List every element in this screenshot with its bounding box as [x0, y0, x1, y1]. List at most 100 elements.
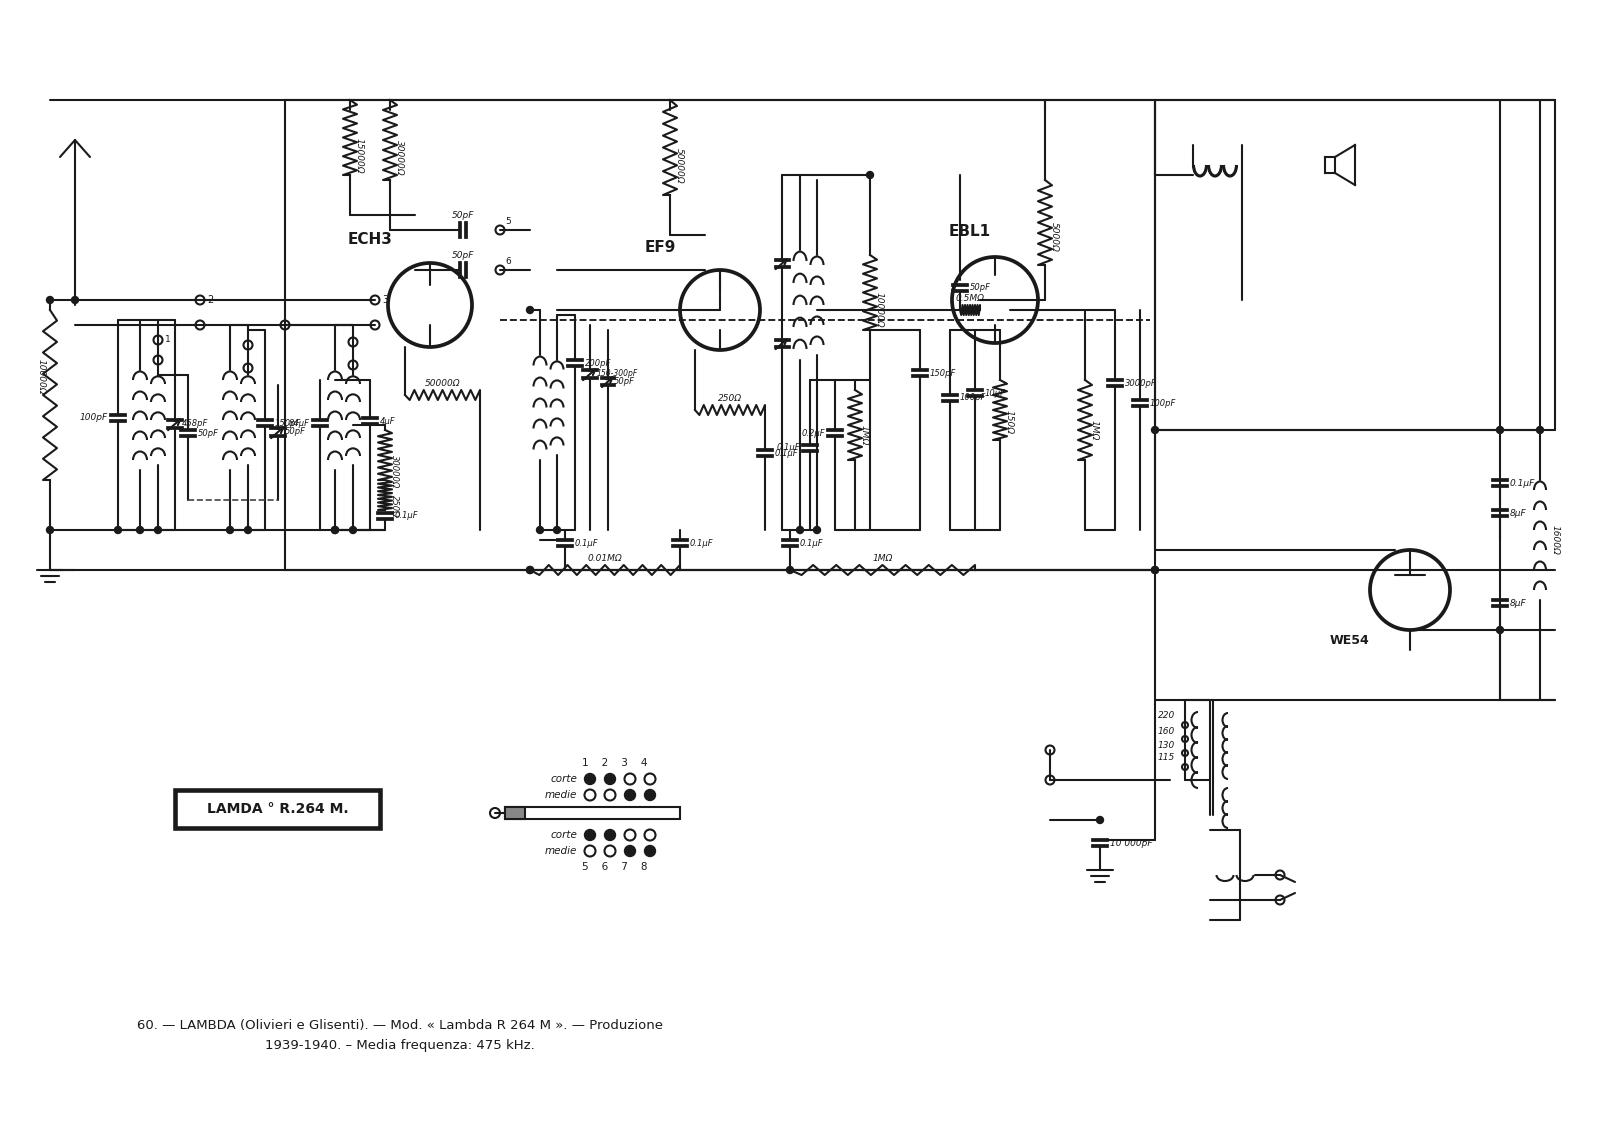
Text: 0.1µF: 0.1µF [800, 538, 824, 547]
Circle shape [136, 527, 144, 534]
Text: 1MΩ: 1MΩ [1090, 420, 1099, 440]
Circle shape [72, 296, 78, 303]
Circle shape [787, 567, 794, 573]
Bar [506, 808, 525, 819]
Text: 50pF: 50pF [285, 428, 306, 437]
Text: 50pF: 50pF [451, 211, 474, 221]
Circle shape [155, 527, 162, 534]
Text: 0.1µF: 0.1µF [1510, 478, 1536, 487]
Text: 0.2µF: 0.2µF [802, 429, 826, 438]
Text: ECH3: ECH3 [347, 233, 392, 248]
Circle shape [115, 527, 122, 534]
Text: 3: 3 [382, 295, 389, 305]
Circle shape [1152, 426, 1158, 433]
Circle shape [813, 527, 821, 534]
Text: 250Ω: 250Ω [718, 394, 742, 403]
Text: 8µF: 8µF [1510, 509, 1526, 518]
Text: 60. — LAMBDA (Olivieri e Glisenti). — Mod. « Lambda R 264 M ». — Produzione: 60. — LAMBDA (Olivieri e Glisenti). — Mo… [138, 1019, 662, 1031]
Circle shape [584, 774, 595, 785]
Bar [506, 808, 680, 819]
Text: 50000Ω: 50000Ω [424, 379, 461, 388]
Circle shape [536, 527, 544, 534]
Text: 220: 220 [1158, 710, 1174, 719]
Text: 3000pF: 3000pF [1125, 379, 1157, 388]
Text: 0.1µF: 0.1µF [690, 538, 714, 547]
Circle shape [245, 527, 251, 534]
Circle shape [1496, 426, 1504, 433]
Circle shape [1536, 426, 1544, 433]
Circle shape [46, 527, 53, 534]
Text: WE54: WE54 [1330, 633, 1370, 647]
Text: 0.5MΩ: 0.5MΩ [955, 294, 984, 303]
Text: 0.01MΩ: 0.01MΩ [587, 554, 622, 563]
Text: 10000Ω: 10000Ω [875, 293, 883, 328]
Circle shape [1096, 817, 1104, 823]
Text: 2: 2 [206, 295, 213, 305]
Text: 50pF: 50pF [614, 378, 635, 387]
Text: 50000Ω: 50000Ω [675, 147, 683, 183]
Text: 150pF: 150pF [930, 369, 957, 378]
Text: 50pF: 50pF [970, 284, 990, 293]
Text: 50pF: 50pF [451, 251, 474, 260]
Text: corte: corte [550, 774, 578, 784]
Circle shape [1152, 567, 1158, 573]
Text: 0.1µF: 0.1µF [395, 511, 419, 520]
Text: 1: 1 [165, 336, 171, 345]
Circle shape [797, 527, 803, 534]
Circle shape [584, 829, 595, 840]
Text: medie: medie [544, 846, 578, 856]
Text: 0.1µF: 0.1µF [774, 449, 798, 458]
Text: 150-300pF: 150-300pF [597, 370, 638, 379]
Text: 150Ω: 150Ω [1005, 411, 1013, 434]
Text: 0.1µF: 0.1µF [776, 443, 800, 452]
Text: 150pF: 150pF [275, 418, 301, 428]
Text: EF9: EF9 [645, 240, 675, 254]
Text: 1939-1940. – Media frequenza: 475 kHz.: 1939-1940. – Media frequenza: 475 kHz. [266, 1038, 534, 1052]
Text: 50pF: 50pF [198, 429, 219, 438]
Text: 130: 130 [1158, 741, 1174, 750]
Text: 0.1µF: 0.1µF [574, 538, 598, 547]
Text: 160: 160 [1158, 727, 1174, 736]
Circle shape [605, 774, 616, 785]
Text: 4µF: 4µF [381, 416, 395, 425]
Text: 6: 6 [506, 258, 510, 267]
Text: 5000Ω: 5000Ω [1050, 223, 1059, 252]
Text: 1    2    3    4: 1 2 3 4 [582, 758, 648, 768]
Circle shape [46, 296, 53, 303]
Circle shape [645, 789, 656, 801]
Text: 84µF: 84µF [290, 418, 310, 428]
Circle shape [526, 567, 533, 573]
Text: 100pF: 100pF [80, 414, 109, 423]
Circle shape [867, 172, 874, 179]
Circle shape [526, 567, 533, 573]
Circle shape [526, 307, 533, 313]
Circle shape [331, 527, 339, 534]
Circle shape [331, 527, 339, 534]
Text: 8µF: 8µF [1510, 598, 1526, 607]
Text: LAMDA ° R.264 M.: LAMDA ° R.264 M. [206, 802, 349, 815]
Circle shape [624, 789, 635, 801]
Text: 10000Ω: 10000Ω [37, 360, 45, 395]
Text: 30000Ω: 30000Ω [389, 455, 398, 489]
Circle shape [624, 846, 635, 856]
Text: 250Ω: 250Ω [389, 495, 398, 518]
Text: 5    6    7    8: 5 6 7 8 [582, 862, 648, 872]
Text: 15000Ω: 15000Ω [355, 138, 363, 173]
Text: 115: 115 [1158, 753, 1174, 762]
Text: EBL1: EBL1 [949, 224, 990, 240]
Text: 10 000pF: 10 000pF [1110, 838, 1152, 847]
Circle shape [1496, 627, 1504, 633]
Text: 30000Ω: 30000Ω [395, 140, 403, 175]
Text: 100pF: 100pF [960, 394, 986, 403]
Circle shape [1152, 567, 1158, 573]
Bar [174, 789, 381, 828]
Text: corte: corte [550, 830, 578, 840]
Text: 1MΩ: 1MΩ [859, 425, 869, 446]
Text: medie: medie [544, 789, 578, 800]
Text: 1MΩ: 1MΩ [872, 554, 893, 563]
Text: 458pF: 458pF [182, 420, 208, 429]
Circle shape [605, 829, 616, 840]
Text: 200pF: 200pF [586, 359, 611, 368]
Text: 1600Ω: 1600Ω [1550, 525, 1560, 555]
Circle shape [554, 527, 560, 534]
